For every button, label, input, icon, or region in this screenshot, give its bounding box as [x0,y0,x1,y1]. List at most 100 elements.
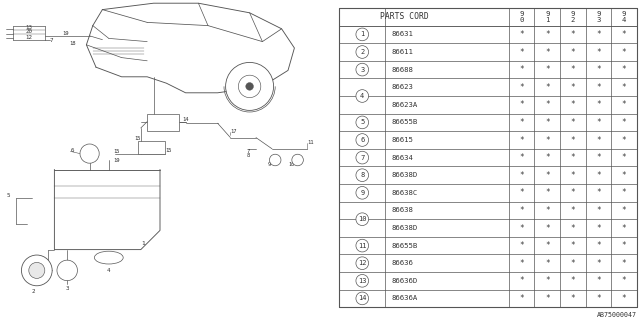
Circle shape [356,46,369,58]
Text: 8: 8 [246,153,250,158]
Circle shape [356,169,369,181]
Text: *: * [570,241,575,250]
Text: 18: 18 [69,41,76,46]
Circle shape [356,239,369,252]
Text: *: * [596,223,601,233]
Text: 12: 12 [26,35,32,40]
Text: 5: 5 [6,193,10,198]
Text: 9: 9 [267,162,271,167]
Text: 86623: 86623 [391,84,413,90]
Text: *: * [519,30,524,39]
Text: 6: 6 [360,137,364,143]
Text: *: * [545,83,550,92]
Text: 9
4: 9 4 [622,11,626,22]
Circle shape [356,28,369,41]
Text: *: * [621,206,627,215]
Text: *: * [545,259,550,268]
Text: *: * [519,83,524,92]
Text: *: * [519,118,524,127]
Circle shape [356,257,369,269]
Text: *: * [519,135,524,145]
Text: *: * [621,135,627,145]
Text: 13: 13 [26,25,32,30]
Text: *: * [545,188,550,197]
Text: 15: 15 [165,148,172,153]
Text: *: * [596,241,601,250]
Text: *: * [596,83,601,92]
Text: 9
1: 9 1 [545,11,549,22]
Text: *: * [570,135,575,145]
Text: *: * [570,153,575,162]
Circle shape [269,154,281,166]
Circle shape [356,134,369,146]
Text: *: * [519,241,524,250]
Text: *: * [545,135,550,145]
Circle shape [356,213,369,226]
Text: *: * [596,65,601,74]
Text: 86655B: 86655B [391,119,417,125]
Circle shape [57,260,77,281]
Text: *: * [545,171,550,180]
Circle shape [356,292,369,305]
Text: *: * [596,206,601,215]
Text: *: * [570,171,575,180]
Text: 6: 6 [70,148,74,153]
Text: *: * [545,223,550,233]
Text: *: * [519,100,524,109]
Text: *: * [621,294,627,303]
Text: *: * [519,153,524,162]
Text: *: * [621,118,627,127]
Text: *: * [545,47,550,57]
Text: 1: 1 [360,31,364,37]
Circle shape [356,275,369,287]
Circle shape [356,187,369,199]
Circle shape [356,90,369,102]
Text: 3: 3 [65,285,69,291]
Text: *: * [519,276,524,285]
Text: *: * [621,171,627,180]
Text: 11: 11 [307,140,314,145]
Circle shape [226,62,274,110]
Text: *: * [545,294,550,303]
Text: *: * [596,100,601,109]
Text: 14: 14 [182,116,189,122]
Text: 15: 15 [114,148,120,154]
Text: *: * [570,83,575,92]
Circle shape [22,255,52,286]
Text: *: * [519,206,524,215]
Text: 86636D: 86636D [391,278,417,284]
Text: 17: 17 [230,129,237,134]
Text: 7: 7 [246,148,250,154]
Text: 19: 19 [114,157,120,163]
Text: *: * [596,259,601,268]
Text: 10: 10 [288,162,294,167]
Text: *: * [596,135,601,145]
Text: 2: 2 [32,289,35,294]
Text: *: * [570,259,575,268]
Text: PARTS CORD: PARTS CORD [380,12,429,21]
Text: *: * [570,30,575,39]
Text: 7: 7 [360,155,364,161]
Text: *: * [519,65,524,74]
Text: 2: 2 [360,49,364,55]
Text: *: * [621,65,627,74]
Text: *: * [545,206,550,215]
Text: *: * [621,83,627,92]
Text: 16: 16 [148,144,154,149]
Text: 86631: 86631 [391,31,413,37]
Text: *: * [596,171,601,180]
Ellipse shape [95,251,124,264]
Text: *: * [596,118,601,127]
Text: *: * [545,153,550,162]
Text: *: * [621,153,627,162]
Text: *: * [596,294,601,303]
Text: 15: 15 [134,136,141,141]
Text: *: * [621,188,627,197]
Text: 9
3: 9 3 [596,11,600,22]
Text: *: * [545,100,550,109]
Text: *: * [545,65,550,74]
Text: *: * [519,223,524,233]
Text: *: * [621,241,627,250]
Text: *: * [570,100,575,109]
Text: *: * [570,188,575,197]
